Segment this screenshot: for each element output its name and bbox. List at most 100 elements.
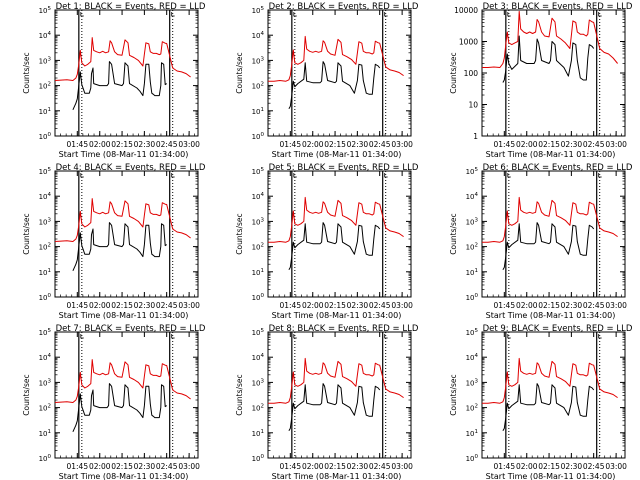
y-tick-label: 103 — [39, 378, 52, 387]
x-tick-label: 02:30 — [561, 301, 583, 310]
y-tick-label: 10000 — [454, 6, 478, 15]
x-tick-label: 01:45 — [493, 462, 515, 471]
marker-flag — [171, 334, 175, 339]
y-tick-label: 105 — [252, 6, 265, 15]
y-tick-label: 104 — [466, 192, 479, 201]
x-tick-label: 01:45 — [66, 140, 88, 149]
panel-title: Det 6: BLACK = Events, RED = LLD — [483, 163, 633, 173]
x-tick-label: 02:45 — [583, 301, 605, 310]
x-tick-label: 02:15 — [324, 301, 346, 310]
y-tick-label: 103 — [466, 217, 479, 226]
series-events-line — [502, 383, 595, 432]
x-tick-label: 01:45 — [66, 462, 88, 471]
marker-flag — [598, 173, 602, 178]
x-tick-label: 03:00 — [178, 301, 200, 310]
panel-det-4: Det 4: BLACK = Events, RED = LLD 100 101 10… — [22, 163, 206, 320]
series-events-line — [72, 61, 167, 111]
x-tick-label: 02:00 — [302, 301, 324, 310]
plot-frame — [54, 331, 199, 459]
y-tick-label: 104 — [39, 192, 52, 201]
y-tick-label: 101 — [252, 268, 264, 277]
series-events-line — [288, 383, 381, 432]
y-tick-label: 102 — [466, 404, 478, 413]
series-lld-line — [55, 359, 191, 403]
series-lld-line — [482, 357, 618, 404]
x-tick-label: 01:45 — [279, 140, 301, 149]
series-lld-line — [482, 196, 618, 243]
x-tick-label: 02:15 — [111, 462, 133, 471]
x-tick-label: 03:00 — [391, 462, 413, 471]
y-tick-label: 104 — [39, 31, 52, 40]
x-tick-label: 02:45 — [369, 462, 391, 471]
plot-frame — [54, 170, 199, 298]
x-tick-label: 03:00 — [391, 301, 413, 310]
x-tick-label: 02:45 — [583, 462, 605, 471]
x-tick-label: 02:15 — [111, 301, 133, 310]
y-tick-label: 101 — [39, 107, 51, 116]
x-axis-label: Start Time (08-Mar-11 01:34:00) — [272, 472, 402, 480]
y-tick-label: 100 — [252, 293, 265, 302]
marker-flag — [293, 334, 297, 339]
y-tick-label: 103 — [252, 378, 265, 387]
x-tick-label: 03:00 — [605, 301, 627, 310]
panel-det-1: Det 1: BLACK = Events, RED = LLD 100 101 10… — [22, 2, 206, 159]
x-tick-label: 03:00 — [178, 140, 200, 149]
y-tick-label: 105 — [252, 328, 265, 337]
series-events-line — [72, 222, 167, 272]
series-lld-line — [268, 196, 404, 243]
marker-flag — [293, 173, 297, 178]
x-tick-label: 01:45 — [493, 140, 515, 149]
y-tick-label: 102 — [252, 243, 264, 252]
marker-flag — [598, 12, 602, 17]
panel-title: Det 1: BLACK = Events, RED = LLD — [56, 2, 206, 12]
x-tick-label: 02:30 — [561, 462, 583, 471]
y-tick-label: 103 — [39, 217, 52, 226]
y-tick-label: 103 — [252, 217, 265, 226]
marker-flag — [80, 173, 84, 178]
y-tick-label: 105 — [39, 328, 52, 337]
y-tick-label: 104 — [466, 353, 479, 362]
panel-title: Det 3: BLACK = Events, RED = LLD — [483, 2, 633, 12]
x-tick-label: 02:45 — [156, 462, 178, 471]
panel-det-7: Det 7: BLACK = Events, RED = LLD 100 101 10… — [22, 324, 206, 480]
x-axis-label: Start Time (08-Mar-11 01:34:00) — [486, 472, 616, 480]
x-tick-label: 02:00 — [302, 462, 324, 471]
panel-title: Det 2: BLACK = Events, RED = LLD — [269, 2, 419, 12]
y-tick-label: 100 — [466, 454, 479, 463]
marker-flag — [507, 334, 511, 339]
plot-frame — [54, 9, 199, 137]
series-lld-line — [482, 10, 618, 68]
marker-flag — [507, 173, 511, 178]
y-tick-label: 101 — [39, 429, 51, 438]
x-tick-label: 02:00 — [89, 462, 111, 471]
panel-det-5: Det 5: BLACK = Events, RED = LLD 100 101 10… — [235, 163, 419, 320]
marker-flag — [598, 334, 602, 339]
x-tick-label: 02:15 — [111, 140, 133, 149]
x-tick-label: 02:45 — [583, 140, 605, 149]
x-tick-label: 01:45 — [279, 462, 301, 471]
y-axis-label: Counts/sec — [449, 52, 458, 93]
panel-title: Det 8: BLACK = Events, RED = LLD — [269, 324, 419, 334]
panel-det-3: Det 3: BLACK = Events, RED = LLD 1 10 100 10… — [449, 2, 633, 159]
y-tick-label: 103 — [39, 56, 52, 65]
marker-flag — [384, 173, 388, 178]
x-tick-label: 02:00 — [89, 301, 111, 310]
y-tick-label: 1 — [473, 132, 478, 141]
marker-flag — [507, 12, 511, 17]
x-tick-label: 02:15 — [538, 140, 560, 149]
y-tick-label: 102 — [39, 82, 51, 91]
series-lld-line — [55, 37, 191, 81]
x-tick-label: 01:45 — [493, 301, 515, 310]
x-axis-label: Start Time (08-Mar-11 01:34:00) — [59, 150, 189, 159]
x-tick-label: 01:45 — [279, 301, 301, 310]
panel-title: Det 4: BLACK = Events, RED = LLD — [56, 163, 206, 173]
marker-flag — [171, 173, 175, 178]
x-tick-label: 02:45 — [156, 140, 178, 149]
y-tick-label: 102 — [252, 82, 264, 91]
y-tick-label: 100 — [466, 293, 479, 302]
y-tick-label: 104 — [252, 192, 265, 201]
marker-flag — [80, 334, 84, 339]
x-tick-label: 02:00 — [302, 140, 324, 149]
y-axis-label: Counts/sec — [235, 213, 244, 254]
